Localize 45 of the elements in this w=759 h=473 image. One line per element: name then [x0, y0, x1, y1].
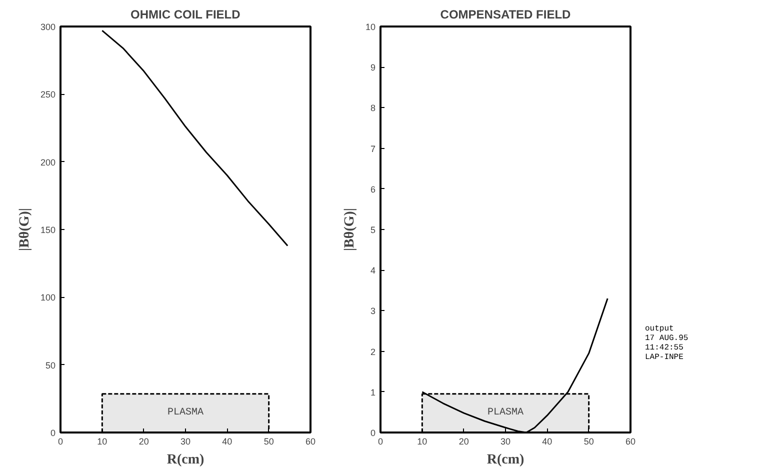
y-tick-label: 10 [365, 22, 376, 32]
y-tick-label: 2 [370, 346, 376, 357]
chart-title: COMPENSATED FIELD [440, 8, 572, 22]
y-tick-label: 50 [45, 360, 56, 370]
x-tick-label: 30 [180, 436, 191, 446]
y-tick-label: 250 [40, 90, 56, 100]
x-tick-label: 60 [625, 436, 636, 446]
y-tick-label: 200 [40, 157, 56, 168]
x-tick-label: 10 [97, 436, 108, 446]
x-tick-label: 20 [138, 436, 149, 446]
y-tick-label: 7 [370, 144, 376, 154]
x-tick-label: 0 [58, 436, 64, 446]
x-tick-label: 60 [305, 436, 316, 446]
y-tick-label: 150 [40, 225, 56, 235]
x-tick-label: 40 [222, 436, 232, 446]
x-tick-label: 0 [378, 436, 384, 446]
y-tick-label: 0 [50, 428, 56, 438]
y-tick-label: 1 [370, 387, 376, 398]
y-tick-label: 100 [40, 292, 56, 303]
line-series [101, 30, 288, 246]
text: 11:42:55 [645, 343, 684, 352]
x-axis-title: R(cm) [166, 452, 204, 468]
x-tick-label: 50 [584, 436, 594, 446]
x-tick-label: 50 [264, 436, 274, 446]
text: LAP-INPE [645, 352, 684, 362]
y-tick-label: 0 [370, 428, 376, 438]
y-tick-label: 300 [40, 22, 56, 32]
y-tick-label: 8 [370, 103, 376, 114]
y-tick-label: 9 [370, 62, 376, 73]
x-tick-label: 30 [500, 436, 511, 446]
y-axis-title: |Bθ(G)| [342, 208, 358, 252]
y-axis-title: |Bθ(G)| [17, 208, 32, 252]
x-tick-label: 10 [417, 436, 428, 446]
y-tick-label: 4 [370, 266, 376, 276]
y-tick-label: 3 [370, 306, 376, 316]
band-label: PLASMA [487, 408, 524, 419]
x-axis-title: R(cm) [486, 452, 524, 468]
text: 17 AUG.95 [645, 334, 688, 343]
y-tick-label: 5 [370, 225, 376, 235]
y-tick-label: 6 [370, 184, 376, 194]
x-tick-label: 20 [458, 436, 469, 446]
band-label: PLASMA [167, 408, 204, 419]
text: output [645, 324, 674, 334]
x-tick-label: 40 [542, 436, 552, 446]
chart-title: OHMIC COIL FIELD [130, 8, 241, 22]
